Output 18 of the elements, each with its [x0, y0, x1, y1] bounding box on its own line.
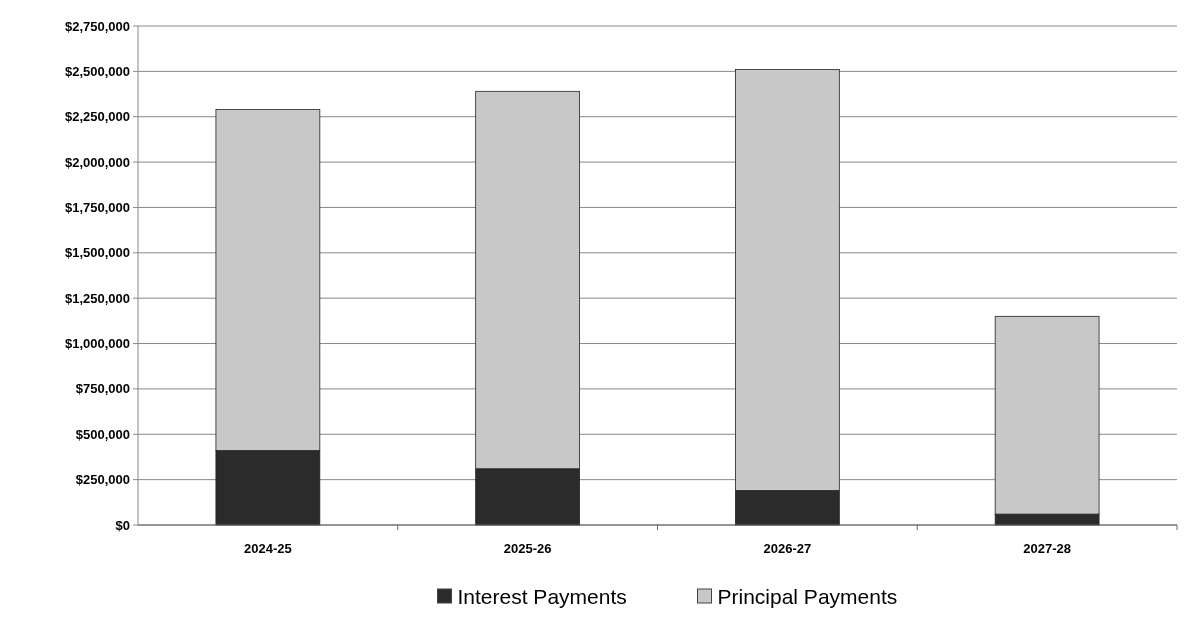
- x-tick-label: 2025-26: [503, 541, 552, 556]
- y-tick-label: $1,750,000: [64, 200, 130, 215]
- x-tick-label: 2024-25: [244, 541, 292, 556]
- y-tick-label: $1,000,000: [64, 336, 130, 352]
- y-tick-label: $0: [115, 517, 130, 533]
- y-tick-label: $2,250,000: [64, 109, 130, 125]
- legend-label: Interest Payments: [457, 585, 627, 609]
- y-tick-label: $750,000: [75, 381, 130, 397]
- y-tick-label: $250,000: [75, 472, 130, 488]
- x-tick-label: 2027-28: [1023, 541, 1071, 556]
- y-tick-label: $2,750,000: [64, 18, 130, 34]
- legend-label: Principal Payments: [717, 585, 898, 609]
- y-tick-label: $500,000: [75, 426, 130, 442]
- y-tick-label: $2,500,000: [64, 63, 130, 79]
- y-tick-label: $1,500,000: [64, 245, 130, 261]
- y-tick-label: $1,250,000: [64, 290, 130, 306]
- y-tick-label: $2,000,000: [64, 154, 130, 170]
- x-tick-label: 2026-27: [763, 541, 812, 556]
